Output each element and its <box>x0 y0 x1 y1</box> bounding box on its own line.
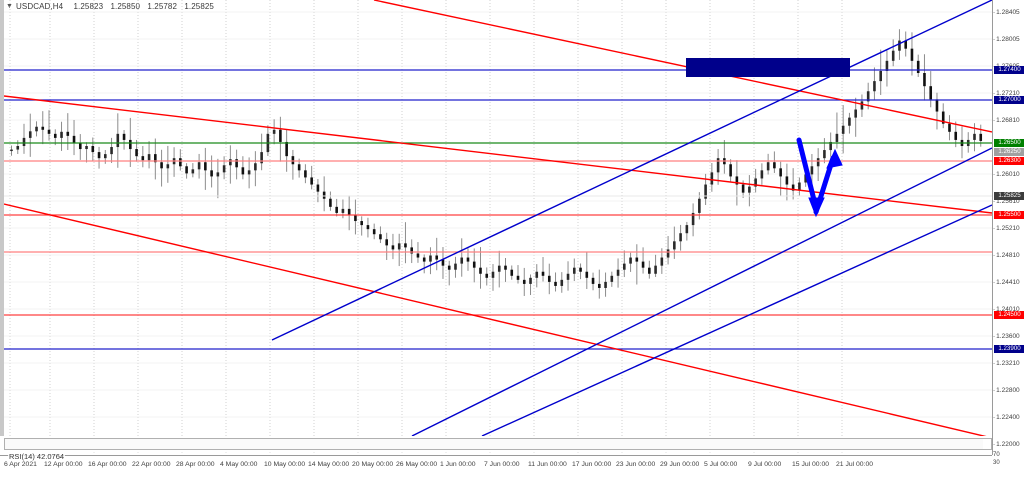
price-level-label[interactable]: 1.25500 <box>994 211 1024 219</box>
scrollbar-thumb[interactable] <box>5 439 983 449</box>
rsi-label: RSI(14) 42.0764 <box>8 452 66 461</box>
price-level-label[interactable]: 1.26300 <box>994 157 1024 165</box>
price-level-label[interactable]: 1.27000 <box>994 96 1024 104</box>
time-tick: 5 Jul 00:00 <box>704 461 738 468</box>
time-tick: 20 May 00:00 <box>352 461 394 468</box>
time-tick: 11 Jun 00:00 <box>528 461 567 468</box>
time-tick: 9 Jul 00:00 <box>748 461 782 468</box>
time-tick: 4 May 00:00 <box>220 461 258 468</box>
price-level-label[interactable]: 1.26500 <box>994 139 1024 147</box>
time-tick: 14 May 00:00 <box>308 461 350 468</box>
time-tick: 29 Jun 00:00 <box>660 461 700 468</box>
signal-arrow-group <box>796 137 843 218</box>
triangle-down-icon[interactable]: ▼ <box>6 3 14 10</box>
time-tick: 26 May 00:00 <box>396 461 438 468</box>
price-tick: -1.24810 <box>993 252 1020 259</box>
red-trendlines <box>4 0 992 436</box>
price-axis[interactable]: -1.28405-1.28005-1.27605-1.27210-1.26810… <box>992 0 1024 466</box>
time-tick: 12 Apr 00:00 <box>44 461 83 468</box>
ohlc-high: 1.25850 <box>110 2 141 11</box>
price-chart-plot[interactable] <box>4 0 992 436</box>
time-tick: 10 May 00:00 <box>264 461 306 468</box>
price-tick: -1.24410 <box>993 279 1020 286</box>
symbol-label: USDCAD,H4 <box>16 2 64 11</box>
price-tick: -1.22400 <box>993 414 1020 421</box>
price-tick: -1.26810 <box>993 117 1020 124</box>
price-tick: -1.24010 <box>993 306 1020 313</box>
chart-grid <box>4 0 992 436</box>
price-tick: -1.28405 <box>993 9 1020 16</box>
price-level-label[interactable]: 1.25825 <box>994 192 1024 200</box>
price-tick: -1.27210 <box>993 90 1020 97</box>
horizontal-scrollbar[interactable] <box>4 438 992 450</box>
blue-trendlines <box>271 0 992 436</box>
symbol-quote-header: ▼ USDCAD,H4 1.25823 1.25850 1.25782 1.258… <box>6 2 219 11</box>
price-tick: -1.22800 <box>993 387 1020 394</box>
ohlc-close: 1.25825 <box>184 2 214 11</box>
ohlc-values: 1.25823 1.25850 1.25782 1.25825 <box>71 2 219 11</box>
price-level-label[interactable]: 1.27400 <box>994 66 1024 74</box>
time-tick: 6 Apr 2021 <box>4 461 37 468</box>
time-tick: 28 Apr 00:00 <box>176 461 215 468</box>
price-tick: -1.26010 <box>993 171 1020 178</box>
chart-overlays <box>4 0 992 436</box>
time-tick: 15 Jul 00:00 <box>792 461 830 468</box>
time-tick: 23 Jun 00:00 <box>616 461 656 468</box>
price-tick: -1.23210 <box>993 360 1020 367</box>
rsi-level-label: 70 <box>993 452 1000 458</box>
time-tick: 16 Apr 00:00 <box>88 461 127 468</box>
time-tick: 1 Jun 00:00 <box>440 461 476 468</box>
price-tick: -1.23600 <box>993 333 1020 340</box>
price-level-label[interactable]: 1.23900 <box>994 345 1024 353</box>
time-tick: 7 Jun 00:00 <box>484 461 520 468</box>
time-tick: 21 Jul 00:00 <box>836 461 874 468</box>
time-axis[interactable]: 6 Apr 2021 12 Apr 00:00 16 Apr 00:00 22 Apr… <box>0 455 992 480</box>
ohlc-open: 1.25823 <box>73 2 104 11</box>
rsi-level-label: 30 <box>993 460 1000 466</box>
price-tick: -1.25210 <box>993 225 1020 232</box>
supply-zone-rect <box>686 58 850 77</box>
left-gutter <box>0 0 4 436</box>
price-tick: -1.28005 <box>993 36 1020 43</box>
price-tick: -1.25610 <box>993 198 1020 205</box>
time-tick: 22 Apr 00:00 <box>132 461 171 468</box>
price-tick: -1.22000 <box>993 441 1020 448</box>
ohlc-low: 1.25782 <box>147 2 178 11</box>
time-tick: 17 Jun 00:00 <box>572 461 612 468</box>
price-level-label[interactable]: 1.24500 <box>994 311 1024 319</box>
price-level-label[interactable]: 1.26250 <box>994 148 1024 156</box>
horizontal-levels <box>4 69 992 350</box>
